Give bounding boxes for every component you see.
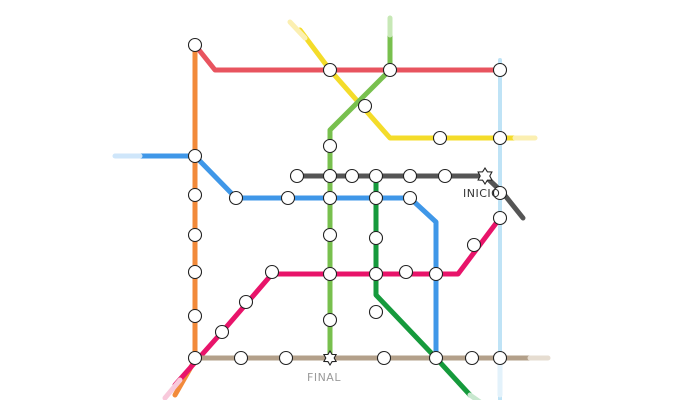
station[interactable] (187, 187, 203, 203)
station[interactable] (322, 168, 338, 184)
station[interactable] (368, 304, 384, 320)
start-station-marker[interactable] (477, 166, 493, 186)
station[interactable] (322, 312, 338, 328)
station[interactable] (428, 266, 444, 282)
red-line (192, 42, 503, 73)
end-station-marker[interactable] (322, 349, 338, 367)
station[interactable] (322, 190, 338, 206)
station[interactable] (187, 264, 203, 280)
station[interactable] (492, 210, 508, 226)
station[interactable] (428, 350, 444, 366)
pink-line (172, 215, 503, 388)
station[interactable] (214, 324, 230, 340)
station[interactable] (492, 185, 508, 201)
station[interactable] (187, 227, 203, 243)
markers (322, 166, 493, 367)
station[interactable] (382, 62, 398, 78)
line-fade (287, 19, 308, 41)
station[interactable] (187, 37, 203, 53)
station[interactable] (398, 264, 414, 280)
station[interactable] (437, 168, 453, 184)
station[interactable] (357, 98, 373, 114)
lightgreen-line (327, 27, 393, 363)
station[interactable] (344, 168, 360, 184)
station[interactable] (322, 138, 338, 154)
line-fade (467, 392, 482, 400)
station[interactable] (376, 350, 392, 366)
station[interactable] (432, 130, 448, 146)
station[interactable] (322, 266, 338, 282)
station[interactable] (187, 308, 203, 324)
station[interactable] (368, 266, 384, 282)
station[interactable] (368, 230, 384, 246)
station[interactable] (466, 237, 482, 253)
station[interactable] (264, 264, 280, 280)
station[interactable] (238, 294, 254, 310)
start-label: INICIO (463, 187, 500, 200)
yellow-line (297, 27, 518, 141)
station[interactable] (280, 190, 296, 206)
station[interactable] (233, 350, 249, 366)
station[interactable] (492, 130, 508, 146)
station[interactable] (368, 190, 384, 206)
station[interactable] (228, 190, 244, 206)
end-label: FINAL (307, 371, 341, 384)
station[interactable] (278, 350, 294, 366)
station[interactable] (402, 168, 418, 184)
orange-line (172, 42, 198, 398)
station[interactable] (492, 350, 508, 366)
station[interactable] (402, 190, 418, 206)
station[interactable] (322, 62, 338, 78)
station[interactable] (187, 148, 203, 164)
station[interactable] (289, 168, 305, 184)
station[interactable] (464, 350, 480, 366)
line-fade (162, 377, 183, 400)
black-line (294, 173, 526, 221)
station[interactable] (368, 168, 384, 184)
stations (187, 37, 508, 366)
blue-line (127, 153, 439, 361)
station[interactable] (322, 227, 338, 243)
station[interactable] (492, 62, 508, 78)
station[interactable] (187, 350, 203, 366)
